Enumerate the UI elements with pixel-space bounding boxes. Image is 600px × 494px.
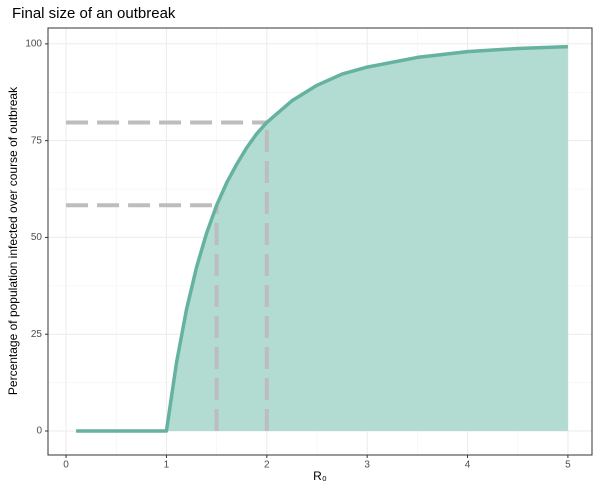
area [76,46,568,431]
x-tick-label: 0 [63,460,69,471]
panel-border [47,27,593,456]
y-tick-label: 100 [25,39,42,50]
y-tick-label: 75 [31,135,43,146]
x-tick-label: 4 [465,460,471,471]
x-tick-label: 2 [264,460,270,471]
line [76,44,568,433]
y-tick-label: 50 [31,232,43,243]
x-tick-label: 3 [364,460,370,471]
chart-title: Final size of an outbreak [12,5,176,22]
y-axis-label: Percentage of population infected over c… [6,86,20,395]
y-tick-label: 0 [36,426,42,437]
x-axis-label: R₀ [313,469,327,483]
x-tick-label: 5 [565,460,571,471]
x-tick-label: 1 [164,460,170,471]
y-tick-label: 25 [31,329,43,340]
